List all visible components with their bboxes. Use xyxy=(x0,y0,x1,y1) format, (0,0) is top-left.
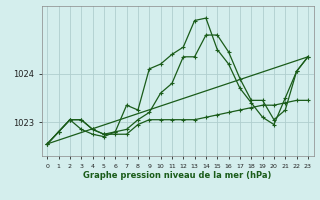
X-axis label: Graphe pression niveau de la mer (hPa): Graphe pression niveau de la mer (hPa) xyxy=(84,171,272,180)
